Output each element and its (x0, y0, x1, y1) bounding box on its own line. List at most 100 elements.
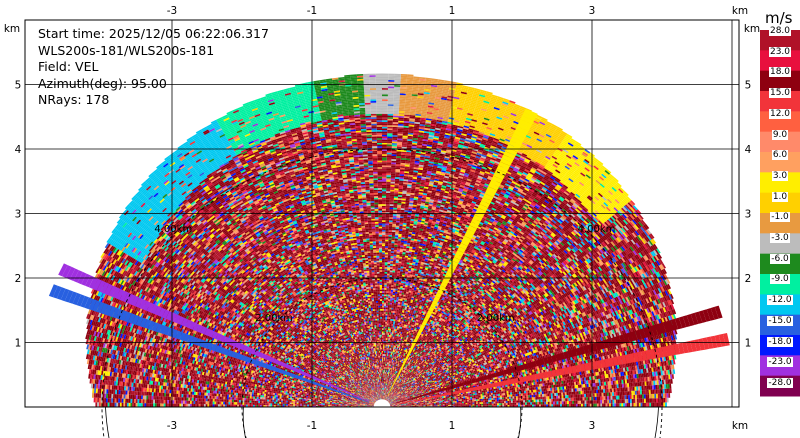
velocity-gate (453, 401, 455, 403)
velocity-gate (635, 394, 637, 399)
velocity-gate (572, 403, 575, 407)
velocity-gate (465, 402, 468, 405)
velocity-gate (595, 400, 597, 404)
velocity-gate (437, 404, 440, 406)
velocity-gate (663, 379, 666, 385)
velocity-gate (631, 390, 634, 395)
velocity-gate (592, 386, 595, 390)
velocity-gate (522, 388, 525, 392)
velocity-gate (458, 399, 461, 401)
velocity-gate (485, 391, 488, 394)
velocity-gate (435, 402, 438, 404)
velocity-gate (607, 381, 610, 386)
velocity-gate (579, 400, 582, 404)
velocity-gate (544, 399, 547, 402)
velocity-gate (533, 404, 536, 407)
velocity-gate (641, 385, 644, 391)
velocity-gate (509, 388, 512, 391)
velocity-gate (563, 401, 566, 405)
velocity-gate (512, 400, 515, 403)
velocity-gate (418, 403, 421, 405)
velocity-gate (518, 400, 520, 403)
velocity-gate (502, 403, 505, 406)
velocity-gate (532, 389, 535, 393)
velocity-gate (544, 396, 546, 400)
velocity-gate (637, 382, 640, 387)
velocity-gate (495, 390, 498, 393)
velocity-gate (551, 398, 553, 402)
velocity-gate (504, 388, 507, 392)
velocity-gate (539, 401, 541, 405)
velocity-gate (559, 398, 562, 402)
velocity-gate (558, 404, 561, 407)
velocity-gate (512, 396, 515, 399)
velocity-gate (612, 392, 615, 396)
velocity-gate (488, 391, 491, 394)
velocity-gate (667, 379, 670, 384)
velocity-gate (596, 403, 599, 407)
velocity-gate (416, 405, 419, 406)
velocity-gate (455, 403, 457, 405)
velocity-gate (478, 395, 481, 398)
velocity-gate (549, 404, 552, 407)
velocity-gate (480, 394, 483, 396)
velocity-gate (421, 405, 424, 406)
velocity-gate (474, 402, 477, 404)
velocity-gate (572, 385, 575, 389)
velocity-gate (629, 394, 632, 399)
velocity-gate (549, 398, 552, 402)
velocity-gate (463, 398, 466, 401)
velocity-gate (607, 403, 610, 407)
velocity-gate (524, 390, 527, 394)
velocity-gate (563, 398, 566, 402)
velocity-gate (526, 397, 529, 400)
velocity-gate (475, 396, 478, 398)
velocity-gate (461, 399, 464, 401)
velocity-gate (435, 405, 438, 407)
velocity-gate (441, 405, 443, 406)
velocity-gate (612, 380, 615, 385)
velocity-gate (625, 387, 628, 392)
velocity-gate (496, 392, 498, 395)
velocity-gate (449, 404, 452, 406)
velocity-gate (533, 397, 536, 400)
velocity-gate (581, 400, 583, 404)
velocity-gate (592, 393, 595, 397)
velocity-gate (610, 399, 613, 404)
velocity-gate (546, 388, 549, 391)
velocity-gate (468, 397, 471, 399)
velocity-gate (586, 403, 589, 407)
velocity-gate (524, 397, 527, 401)
velocity-gate (537, 399, 540, 402)
velocity-gate (602, 399, 604, 404)
velocity-gate (531, 389, 534, 393)
velocity-gate (624, 379, 628, 384)
velocity-gate (585, 387, 588, 391)
velocity-gate (605, 396, 608, 400)
velocity-gate (428, 403, 431, 404)
velocity-gate (640, 377, 643, 382)
velocity-gate (595, 382, 598, 387)
velocity-gate (667, 383, 670, 389)
velocity-gate (442, 398, 444, 400)
velocity-gate (449, 401, 452, 403)
velocity-gate (472, 401, 475, 403)
velocity-gate (598, 400, 601, 404)
velocity-gate (456, 403, 459, 405)
velocity-gate (623, 383, 626, 388)
velocity-gate (448, 402, 450, 404)
velocity-gate (556, 401, 559, 405)
velocity-gate (642, 394, 644, 399)
velocity-gate (482, 398, 485, 401)
velocity-gate (538, 389, 540, 392)
velocity-gate (411, 406, 414, 407)
velocity-gate (455, 404, 457, 406)
velocity-gate (535, 394, 537, 398)
velocity-gate (618, 383, 621, 388)
velocity-gate (446, 403, 449, 405)
velocity-gate (442, 400, 445, 402)
velocity-gate (459, 398, 462, 400)
velocity-gate (434, 405, 436, 407)
velocity-gate (495, 397, 497, 400)
